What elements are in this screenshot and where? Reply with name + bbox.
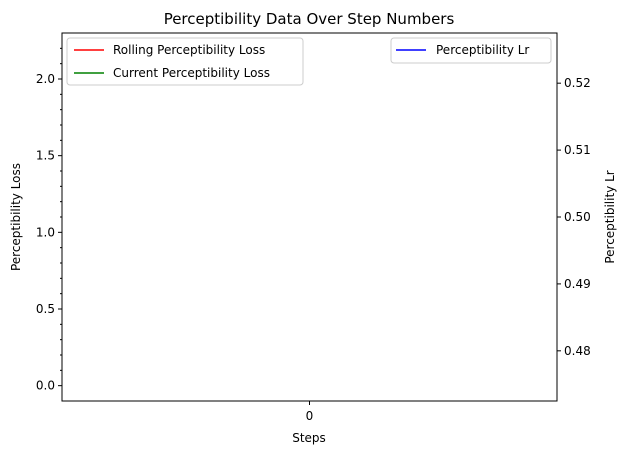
legend-rolling-loss-label: Rolling Perceptibility Loss [113, 43, 265, 57]
right-y-tick-label: 0.49 [564, 277, 591, 291]
right-y-tick-label: 0.51 [564, 143, 591, 157]
legend-left-box [66, 37, 304, 86]
legend-current-loss-label: Current Perceptibility Loss [113, 66, 270, 80]
left-y-axis-label: Perceptibility Loss [9, 163, 23, 271]
legend-lr-label: Perceptibility Lr [436, 43, 529, 57]
right-y-tick-label: 0.48 [564, 344, 591, 358]
chart-title: Perceptibility Data Over Step Numbers [164, 10, 455, 28]
left-y-tick-label: 1.0 [36, 225, 55, 239]
legend-left: Rolling Perceptibility Loss Current Perc… [66, 37, 304, 86]
x-axis-label: Steps [292, 431, 326, 445]
right-y-tick-label: 0.50 [564, 210, 591, 224]
left-y-axis: 0.0 0.5 1.0 1.5 2.0 [36, 47, 62, 393]
right-y-axis-label: Perceptibility Lr [603, 170, 617, 263]
legend-right: Perceptibility Lr [390, 37, 552, 64]
x-tick-label: 0 [306, 409, 314, 423]
left-y-tick-label: 1.5 [36, 149, 55, 163]
left-y-tick-label: 2.0 [36, 72, 55, 86]
right-y-tick-label: 0.52 [564, 76, 591, 90]
left-y-tick-label: 0.5 [36, 302, 55, 316]
left-y-tick-label: 0.0 [36, 379, 55, 393]
legend-right-box [390, 37, 552, 64]
right-y-axis: 0.48 0.49 0.50 0.51 0.52 [557, 76, 591, 358]
x-axis: 0 [306, 401, 314, 423]
plot-frame [61, 32, 558, 402]
